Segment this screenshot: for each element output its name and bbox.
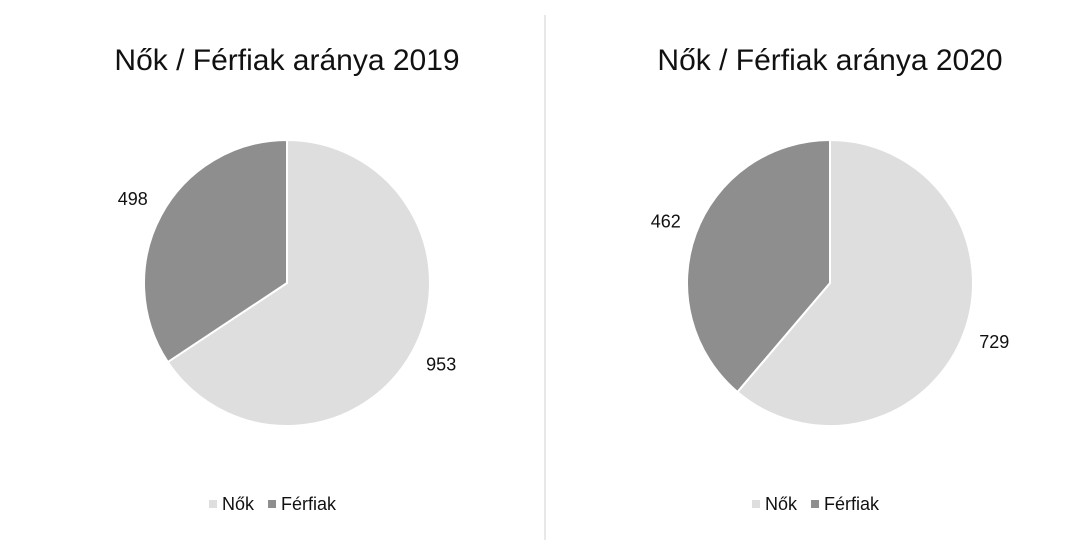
pie-slice [735, 138, 974, 427]
legend-label: Férfiak [281, 494, 337, 514]
pie-slice [166, 138, 431, 427]
data-label: 498 [118, 189, 148, 209]
pie-slice [143, 138, 288, 364]
pie-slice [686, 138, 831, 394]
data-label: 729 [979, 332, 1009, 352]
legend-swatch [811, 500, 820, 508]
legend-swatch [752, 500, 760, 508]
data-label: 953 [426, 355, 456, 375]
data-label: 462 [651, 211, 681, 231]
legend-label: Nők [765, 494, 798, 514]
chart-title: Nők / Férfiak aránya 2020 [657, 44, 1002, 77]
legend-label: Nők [222, 494, 255, 514]
legend-swatch [209, 500, 217, 508]
legend-label: Férfiak [824, 494, 880, 514]
legend-swatch [268, 500, 277, 508]
chart-title: Nők / Férfiak aránya 2019 [114, 44, 459, 77]
